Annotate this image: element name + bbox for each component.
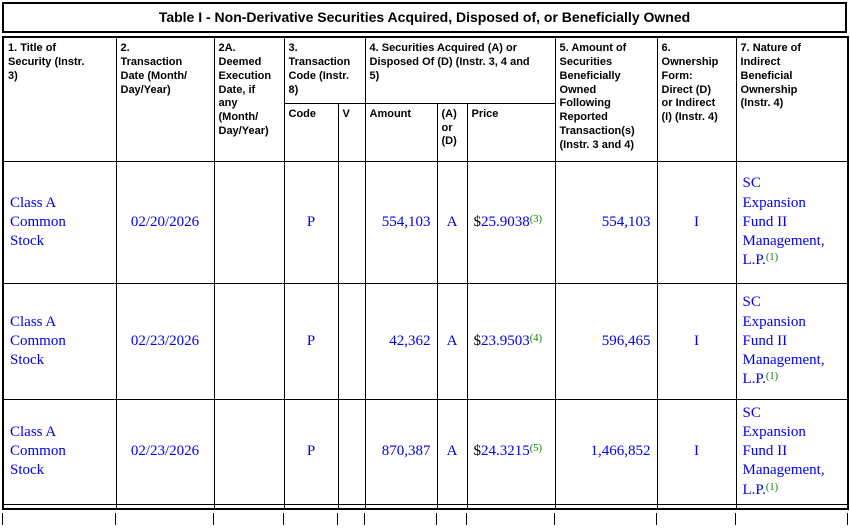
deemed-execution-date-cell (213, 282, 285, 400)
header-securities-acquired-disposed: 4. Securities Acquired (A) or Disposed O… (364, 36, 556, 104)
shares-owned-cell: 554,103 (554, 160, 658, 284)
nature-footnote-ref: (1) (765, 481, 779, 493)
transaction-date-cell: 02/23/2026 (115, 282, 215, 400)
voluntary-flag-cell (337, 160, 366, 284)
header-amount-owned-following: 5. Amount of Securities Beneficially Own… (554, 36, 658, 162)
ownership-form-cell: I (656, 160, 737, 284)
subheader-a-or-d: (A) or (D) (436, 102, 468, 162)
voluntary-flag-cell (337, 398, 366, 505)
nature-of-ownership-cell: SC Expansion Fund II Management, L.P.(1) (735, 282, 849, 400)
dollar-sign: $ (473, 443, 482, 460)
transaction-code-cell: P (283, 282, 339, 400)
table1: 1. Title of Security (Instr. 3) 2. Trans… (2, 36, 850, 511)
deemed-execution-date-cell (213, 160, 285, 284)
price-footnote-ref: (3) (529, 213, 542, 225)
deemed-execution-date-cell (213, 398, 285, 505)
dollar-sign: $ (473, 332, 482, 349)
table-row-partial (2, 503, 849, 510)
header-group-row: 1. Title of Security (Instr. 3) 2. Trans… (2, 36, 849, 162)
price-footnote-ref: (5) (529, 443, 542, 455)
header-ownership-form: 6. Ownership Form: Direct (D) or Indirec… (656, 36, 737, 162)
transaction-date-cell: 02/23/2026 (115, 398, 215, 505)
next-table-clipped-edge (2, 513, 848, 526)
table1-header: 1. Title of Security (Instr. 3) 2. Trans… (2, 36, 849, 162)
header-transaction-date: 2. Transaction Date (Month/ Day/Year) (115, 36, 215, 162)
ownership-form-cell: I (656, 398, 737, 505)
acquired-disposed-cell: A (436, 398, 468, 505)
amount-cell: 554,103 (364, 160, 438, 284)
price-cell: $23.9503(4) (466, 282, 556, 400)
ownership-form-cell: I (656, 282, 737, 400)
dollar-sign: $ (473, 213, 482, 230)
nature-footnote-ref: (1) (765, 371, 779, 383)
security-title-cell: Class A Common Stock (2, 398, 117, 505)
header-deemed-execution-date: 2A. Deemed Execution Date, if any (Month… (213, 36, 285, 162)
acquired-disposed-cell: A (436, 160, 468, 284)
table-row: Class A Common Stock 02/23/2026 P 870,38… (2, 398, 849, 505)
price-cell: $25.9038(3) (466, 160, 556, 284)
subheader-v: V (337, 102, 366, 162)
header-sub-row: Code V Amount (A) or (D) Price (3, 102, 848, 162)
table1-title: Table I - Non-Derivative Securities Acqu… (2, 2, 847, 34)
security-title-cell: Class A Common Stock (2, 160, 117, 284)
header-title-of-security: 1. Title of Security (Instr. 3) (2, 36, 117, 162)
shares-owned-cell: 1,466,852 (554, 398, 658, 505)
table-row-partial (2, 513, 848, 526)
price-cell: $24.3215(5) (466, 398, 556, 505)
header-transaction-code: 3. Transaction Code (Instr. 8) (283, 36, 366, 104)
nature-footnote-ref: (1) (765, 252, 779, 264)
transaction-code-cell: P (283, 160, 339, 284)
nature-of-ownership-cell: SC Expansion Fund II Management, L.P.(1) (735, 160, 849, 284)
table-row: Class A Common Stock 02/23/2026 P 42,362… (2, 282, 849, 400)
transaction-code-cell: P (283, 398, 339, 505)
subheader-price: Price (466, 102, 556, 162)
amount-cell: 870,387 (364, 398, 438, 505)
transaction-date-cell: 02/20/2026 (115, 160, 215, 284)
shares-owned-cell: 596,465 (554, 282, 658, 400)
security-title-cell: Class A Common Stock (2, 282, 117, 400)
nature-of-ownership-cell: SC Expansion Fund II Management, L.P.(1) (735, 398, 849, 505)
subheader-amount: Amount (364, 102, 438, 162)
subheader-code: Code (283, 102, 339, 162)
voluntary-flag-cell (337, 282, 366, 400)
price-footnote-ref: (4) (529, 332, 542, 344)
table-row: Class A Common Stock 02/20/2026 P 554,10… (2, 160, 849, 284)
acquired-disposed-cell: A (436, 282, 468, 400)
amount-cell: 42,362 (364, 282, 438, 400)
header-nature-indirect-ownership: 7. Nature of Indirect Beneficial Ownersh… (735, 36, 849, 162)
